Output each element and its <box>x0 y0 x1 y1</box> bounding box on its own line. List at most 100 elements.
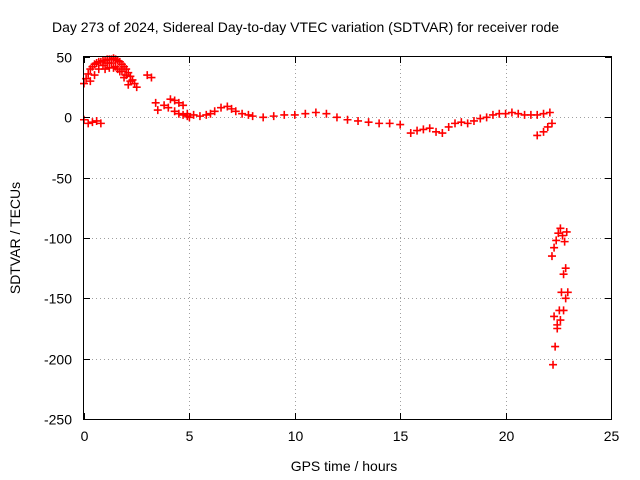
data-point <box>332 113 341 122</box>
data-point <box>539 109 548 118</box>
data-point <box>117 67 126 76</box>
grid-lines <box>84 57 611 419</box>
data-point <box>170 96 179 105</box>
data-point <box>413 126 422 135</box>
data-point <box>549 360 558 369</box>
data-point <box>561 264 570 273</box>
data-point <box>551 342 560 351</box>
data-point <box>174 98 183 107</box>
data-point <box>210 107 219 116</box>
data-point <box>444 122 453 131</box>
plot-frame <box>83 56 612 420</box>
x-tick-label: 10 <box>288 428 304 444</box>
data-point <box>476 114 485 123</box>
data-point <box>550 243 559 252</box>
data-points <box>80 54 572 369</box>
data-point <box>364 118 373 127</box>
x-tick-label: 15 <box>393 428 409 444</box>
data-point <box>280 110 289 119</box>
data-point <box>514 109 523 118</box>
data-point <box>396 120 405 129</box>
axis-ticks: 0 5 10 15 20 25 -250 -200 -150 -100 -50 0 50 <box>44 50 620 445</box>
data-point <box>238 109 247 118</box>
data-point <box>88 118 97 127</box>
data-point <box>385 119 394 128</box>
data-point <box>179 101 188 110</box>
data-point <box>533 131 542 140</box>
data-point <box>109 63 118 72</box>
data-point <box>90 71 99 80</box>
data-point <box>432 127 441 136</box>
data-point <box>419 125 428 134</box>
data-point <box>311 108 320 117</box>
y-tick-label: -50 <box>52 171 72 187</box>
data-point <box>354 116 363 125</box>
data-point <box>217 103 226 112</box>
data-point <box>488 110 497 119</box>
y-tick-label: -150 <box>44 291 72 307</box>
data-point <box>259 113 268 122</box>
data-point <box>223 102 232 111</box>
data-point <box>189 110 198 119</box>
data-point <box>547 252 556 261</box>
data-point <box>301 109 310 118</box>
data-point <box>559 306 568 315</box>
data-point <box>343 115 352 124</box>
data-point <box>202 110 211 119</box>
data-point <box>550 312 559 321</box>
y-tick-label: -200 <box>44 352 72 368</box>
data-point <box>160 101 169 110</box>
data-point <box>170 107 179 116</box>
data-point <box>231 107 240 116</box>
data-point <box>143 71 152 80</box>
data-point <box>558 231 567 240</box>
data-point <box>96 119 105 128</box>
data-point <box>539 127 548 136</box>
data-point <box>406 129 415 138</box>
data-point <box>147 73 156 82</box>
data-point <box>563 288 572 297</box>
data-point <box>562 227 571 236</box>
y-tick-label: -250 <box>44 412 72 428</box>
data-point <box>153 106 162 115</box>
data-point <box>164 103 173 112</box>
data-point <box>113 65 122 74</box>
data-point <box>185 113 194 122</box>
data-point <box>166 95 175 104</box>
data-point <box>375 119 384 128</box>
data-point <box>451 119 460 128</box>
data-point <box>269 112 278 121</box>
data-point <box>553 320 562 329</box>
y-tick-label: 0 <box>64 110 72 126</box>
x-tick-label: 20 <box>499 428 515 444</box>
y-tick-label: 50 <box>56 50 72 66</box>
data-point <box>227 104 236 113</box>
data-point <box>556 316 565 325</box>
data-point <box>122 71 131 80</box>
data-point <box>84 69 93 78</box>
data-point <box>179 110 188 119</box>
x-tick-label: 5 <box>186 428 194 444</box>
data-point <box>248 112 257 121</box>
x-tick-label: 0 <box>81 428 89 444</box>
data-point <box>290 110 299 119</box>
data-point <box>552 236 561 245</box>
data-point <box>107 59 116 68</box>
data-point <box>554 229 563 238</box>
data-point <box>206 109 215 118</box>
data-point <box>151 98 160 107</box>
data-point <box>322 109 331 118</box>
x-axis-title: GPS time / hours <box>291 458 398 474</box>
data-point <box>469 116 478 125</box>
data-point <box>463 119 472 128</box>
data-point <box>501 109 510 118</box>
data-point <box>132 83 141 92</box>
data-point <box>547 119 556 128</box>
data-point <box>457 118 466 127</box>
data-point <box>438 129 447 138</box>
y-tick-label: -100 <box>44 231 72 247</box>
data-point <box>92 116 101 125</box>
data-point <box>244 110 253 119</box>
x-tick-label: 25 <box>604 428 620 444</box>
